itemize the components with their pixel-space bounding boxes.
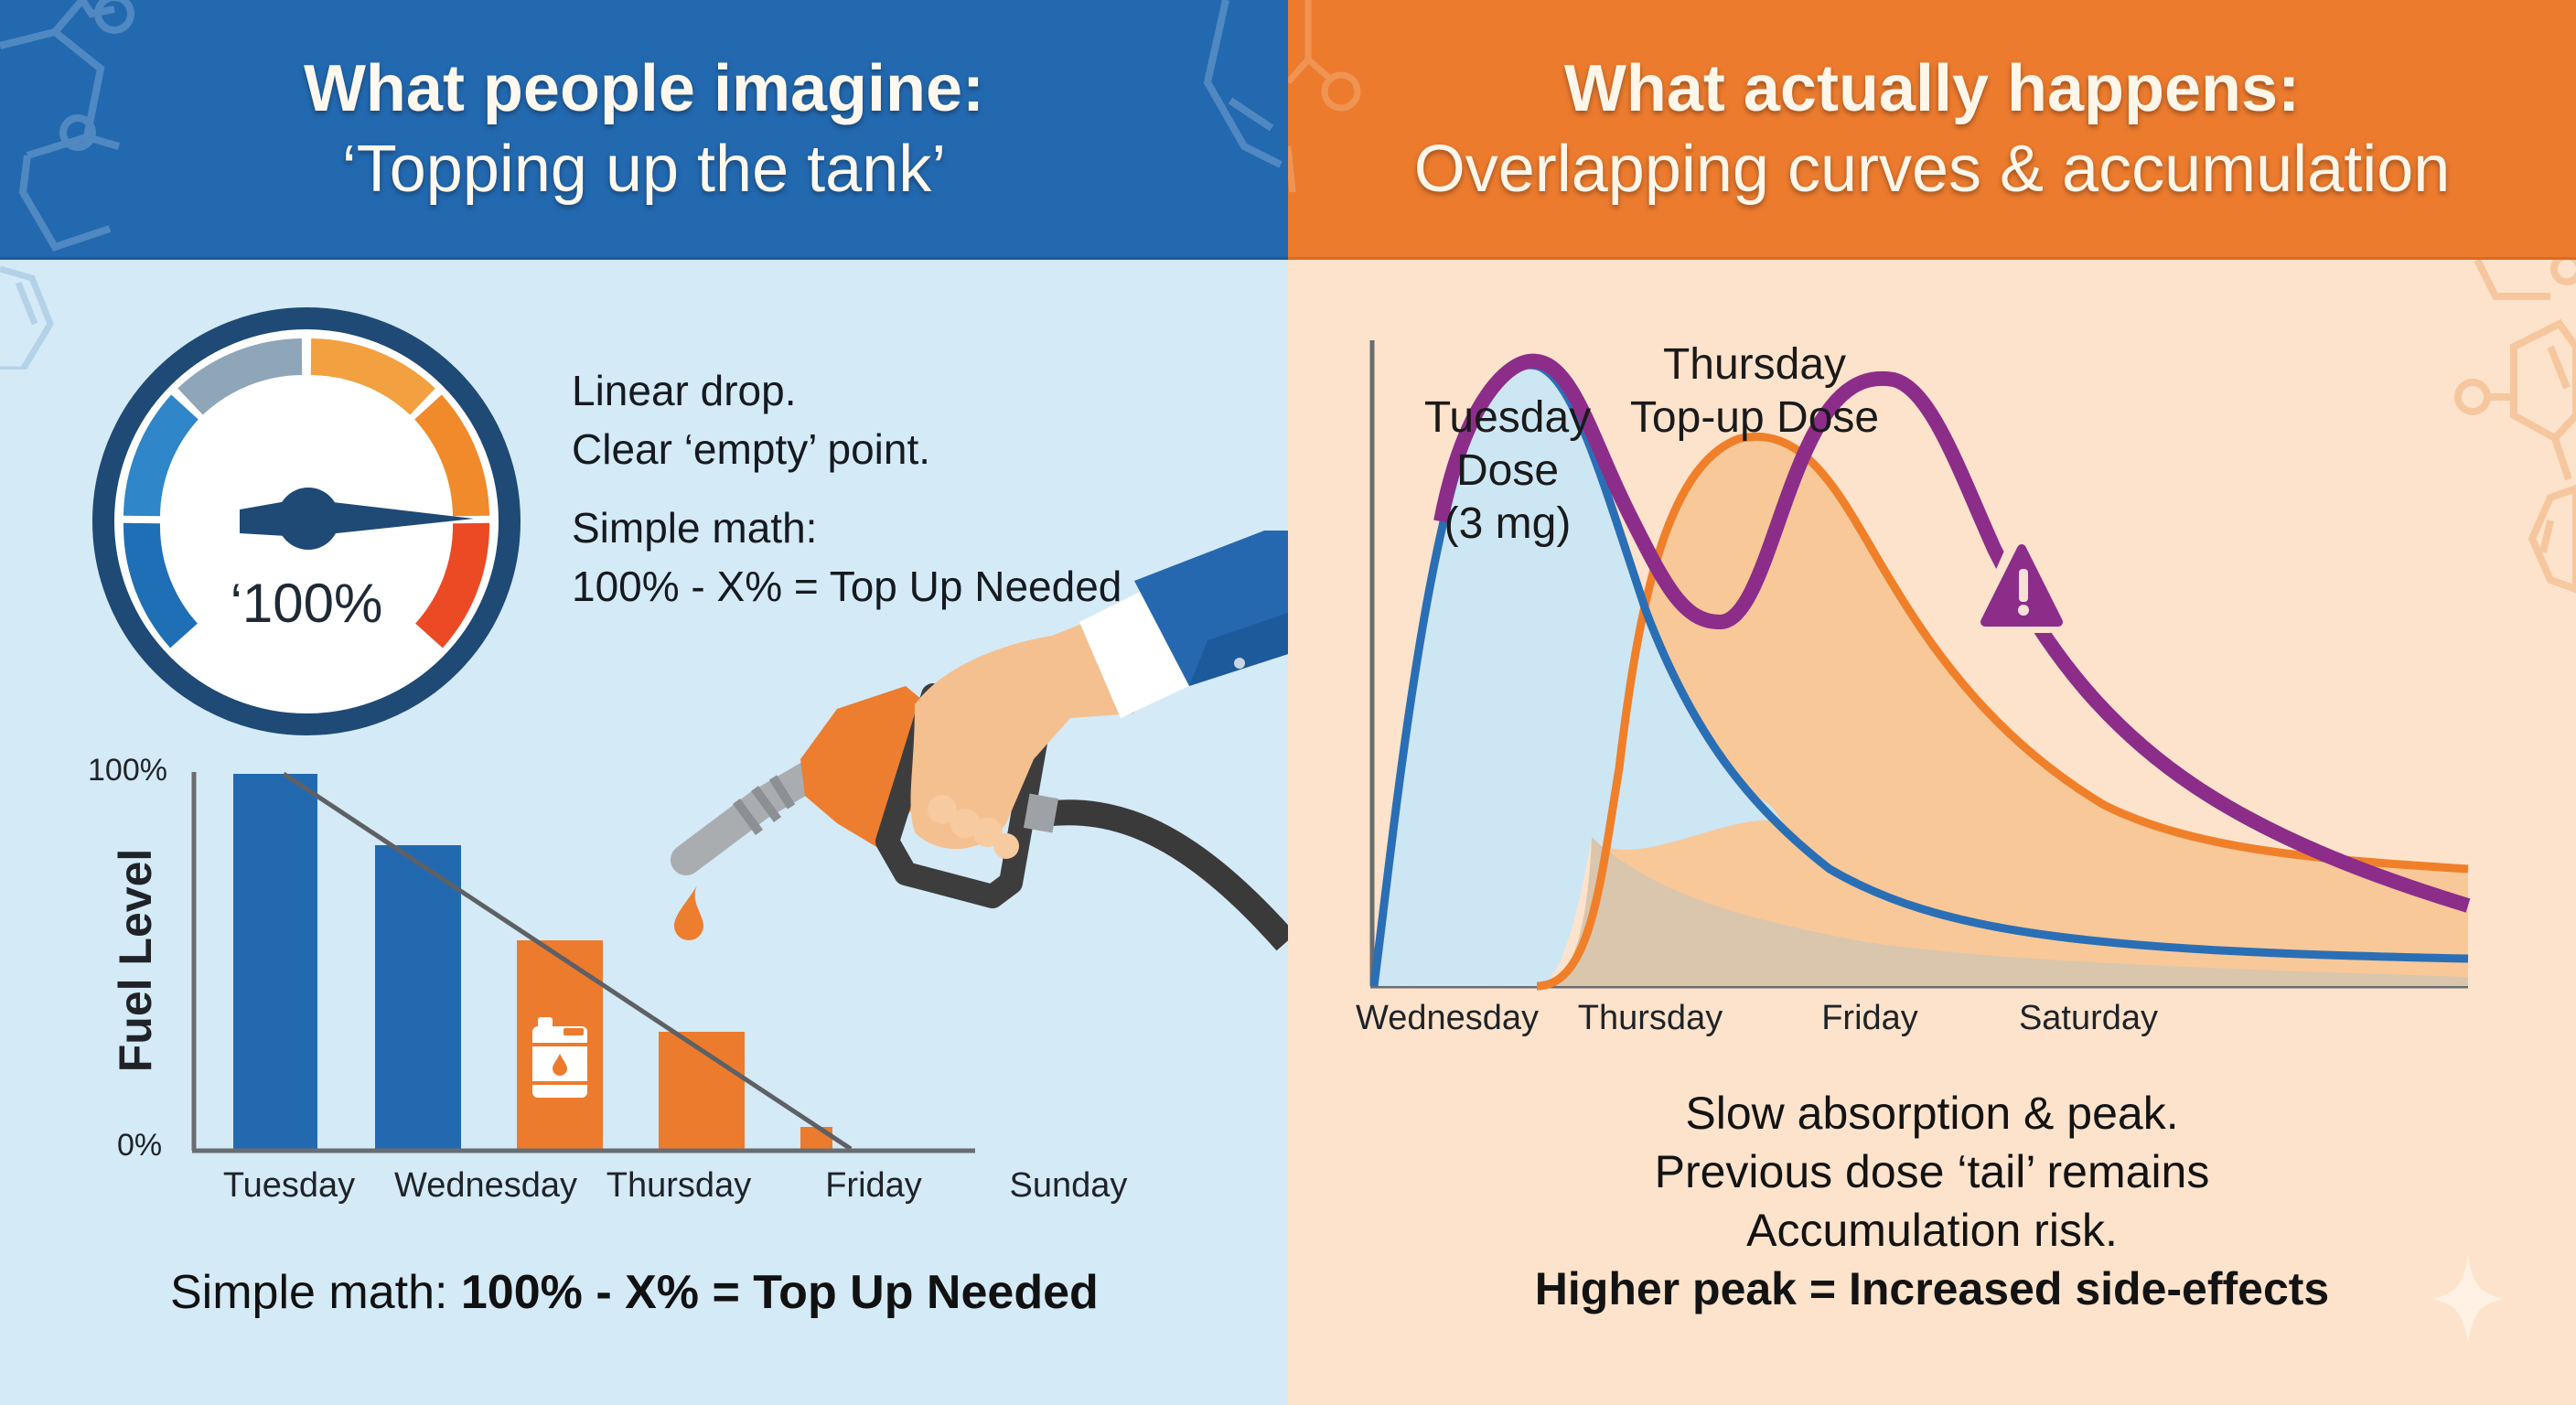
left-caption: Linear drop. Clear ‘empty’ point. Simple…	[572, 361, 1122, 616]
summary-accumulation: Accumulation risk.	[1746, 1205, 2118, 1256]
tuesday-dose-label-line2: Dose	[1455, 446, 1560, 495]
tuesday-dose-label-line3: (3 mg)	[1444, 499, 1572, 548]
left-panel: What people imagine: ‘Topping up the tan…	[0, 0, 1288, 1320]
right-panel: What actually happens: Overlapping curve…	[1288, 0, 2576, 1405]
x-label-thursday: Thursday	[606, 1166, 752, 1205]
y-tick-100: 100%	[88, 753, 167, 788]
x-label-tuesday: Tuesday	[222, 1166, 356, 1205]
sparkle-icon	[2431, 1253, 2505, 1345]
molecule-decoration-icon	[0, 265, 54, 370]
pk-curve-chart	[1369, 340, 2471, 991]
pk-x-label-wednesday: Wednesday	[1356, 999, 1539, 1037]
right-summary: Slow absorption & peak. Previous dose ‘t…	[1288, 1084, 2576, 1318]
warning-triangle-icon	[1974, 538, 2063, 633]
bottom-math: Simple math: 100% - X% = Top Up Needed	[170, 1265, 1099, 1320]
fuel-bar-chart	[191, 771, 975, 1153]
y-axis-label: Fuel Level	[110, 848, 161, 1073]
left-banner: What people imagine: ‘Topping up the tan…	[0, 0, 1288, 260]
summary-tail: Previous dose ‘tail’ remains	[1654, 1146, 2210, 1197]
pk-x-label-thursday: Thursday	[1577, 999, 1723, 1037]
bottom-math-formula: 100% - X% = Top Up Needed	[460, 1266, 1099, 1319]
tuesday-dose-label-line1: Tuesday	[1423, 393, 1592, 442]
tuesday-dose-label: Tuesday Dose (3 mg)	[1370, 391, 1645, 551]
pk-x-label-friday: Friday	[1821, 999, 1918, 1037]
right-banner: What actually happens: Overlapping curve…	[1288, 0, 2576, 260]
right-title-line1: What actually happens:	[1563, 51, 2301, 125]
right-title-line2: Overlapping curves & accumulation	[1413, 132, 2451, 206]
thursday-dose-label: Thursday Top-up Dose	[1590, 338, 1919, 445]
summary-absorption: Slow absorption & peak.	[1685, 1088, 2179, 1139]
fuel-can-icon	[532, 1017, 587, 1098]
bar-sunday	[800, 1127, 832, 1149]
caption-formula: 100% - X% = Top Up Needed	[572, 563, 1122, 610]
fuel-gauge: ‘100%	[91, 306, 521, 736]
gauge-value-label: ‘100%	[230, 573, 383, 634]
left-title-line1: What people imagine:	[303, 51, 985, 125]
pk-x-label-saturday: Saturday	[2018, 999, 2159, 1037]
summary-side-effects: Higher peak = Increased side-effects	[1534, 1263, 2330, 1314]
thursday-dose-label-line2: Top-up Dose	[1629, 393, 1880, 442]
fuel-nozzle-icon	[671, 531, 1288, 951]
thursday-dose-label-line1: Thursday	[1662, 340, 1847, 389]
x-label-wednesday: Wednesday	[394, 1166, 577, 1205]
bar-wednesday	[375, 845, 461, 1149]
y-tick-0: 0%	[117, 1128, 163, 1163]
x-label-friday: Friday	[825, 1166, 922, 1205]
bottom-math-prefix: Simple math:	[170, 1266, 461, 1319]
x-label-sunday: Sunday	[1009, 1166, 1128, 1205]
right-banner-title: What actually happens: Overlapping curve…	[1414, 48, 2451, 209]
caption-simple-math: Simple math:	[572, 504, 818, 552]
caption-empty-point: Clear ‘empty’ point.	[572, 425, 931, 473]
gauge-icon	[92, 307, 521, 735]
caption-linear-drop: Linear drop.	[572, 367, 797, 414]
left-title-line2: ‘Topping up the tank’	[341, 132, 947, 206]
left-banner-title: What people imagine: ‘Topping up the tan…	[304, 48, 984, 209]
bar-tuesday	[233, 774, 317, 1149]
